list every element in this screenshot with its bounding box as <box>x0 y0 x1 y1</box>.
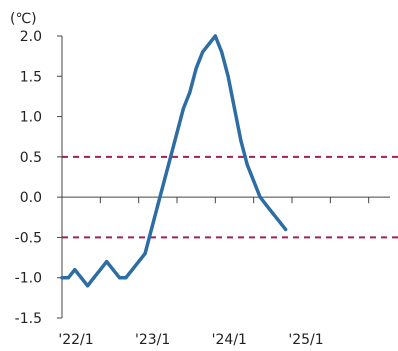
y-tick-label: 1.5 <box>20 69 42 85</box>
series-line <box>60 34 288 288</box>
data-point <box>79 276 83 280</box>
data-point <box>156 203 160 207</box>
data-point <box>284 227 288 231</box>
data-point <box>98 268 102 272</box>
data-point <box>60 276 64 280</box>
data-point <box>111 268 115 272</box>
data-point <box>117 276 122 280</box>
y-tick-label: -0.5 <box>15 230 42 246</box>
data-point <box>207 42 211 46</box>
data-point <box>66 276 70 280</box>
unit-label: (℃) <box>10 11 37 27</box>
y-tick-label: -1.5 <box>15 311 42 327</box>
x-tick-label: '22/1 <box>58 332 93 348</box>
data-point <box>271 211 275 215</box>
data-point <box>92 276 96 280</box>
y-tick-label: 1.0 <box>20 110 42 126</box>
data-point <box>213 34 217 38</box>
data-point <box>105 260 109 264</box>
x-tick-label: '25/1 <box>288 332 323 348</box>
data-point <box>149 227 154 231</box>
data-point <box>73 268 77 272</box>
data-point <box>220 50 224 54</box>
data-point <box>181 106 185 111</box>
data-point <box>277 219 281 223</box>
data-point <box>175 131 179 135</box>
data-point <box>226 74 230 78</box>
y-tick-label: 0.0 <box>20 190 42 206</box>
reference-lines <box>62 155 398 239</box>
series-group <box>60 34 288 288</box>
data-point <box>264 203 269 207</box>
data-point <box>200 50 205 54</box>
data-point <box>245 163 249 167</box>
axes: 2.0 1.5 1.0 0.5 0.0 -0.5 -1.0 -1.5 '22/1 '23/1 '24… <box>15 29 390 348</box>
data-point <box>232 106 237 111</box>
x-tick-label: '23/1 <box>135 332 170 348</box>
data-point <box>137 260 141 264</box>
data-point <box>194 66 198 70</box>
data-point <box>162 179 166 183</box>
y-tick-label: 2.0 <box>20 29 42 45</box>
y-tick-label: 0.5 <box>20 150 42 166</box>
data-point <box>124 276 128 280</box>
y-tick-label: -1.0 <box>15 271 42 287</box>
data-point <box>258 195 262 199</box>
x-tick-label: '24/1 <box>212 332 247 348</box>
data-point <box>239 139 243 143</box>
data-point <box>169 155 173 159</box>
data-point <box>188 90 192 94</box>
data-point <box>252 179 256 183</box>
data-point <box>85 284 90 288</box>
data-point <box>130 268 134 272</box>
data-point <box>143 251 147 256</box>
